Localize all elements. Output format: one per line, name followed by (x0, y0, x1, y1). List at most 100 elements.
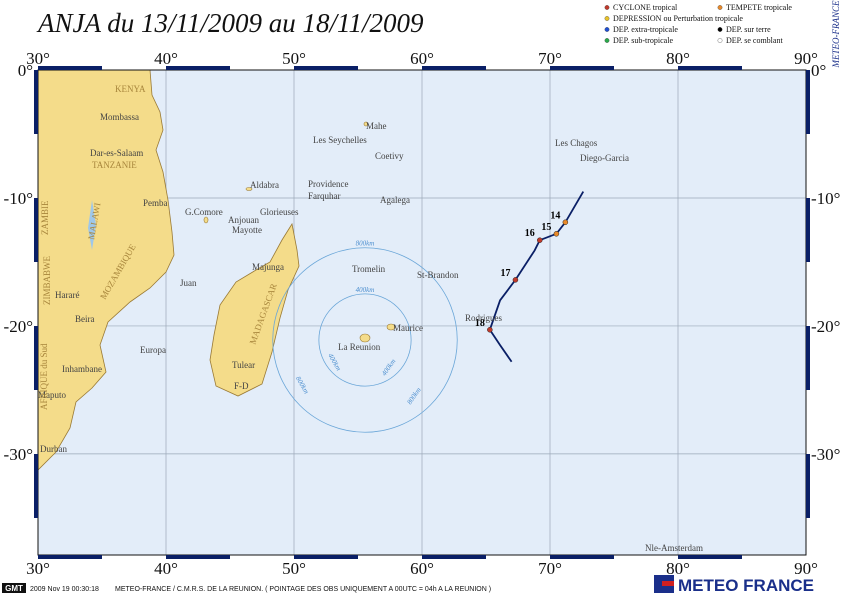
place-label: Beira (75, 314, 95, 324)
place-label: Aldabra (250, 180, 279, 190)
credit: METEO-FRANCE / C.M.R.S. DE LA REUNION. (… (115, 586, 491, 593)
place-label: AFRIQUE du Sud (39, 343, 49, 410)
ring-label: 400km (356, 286, 375, 294)
x-tick-label: 50° (282, 559, 306, 578)
y-tick-label: 0° (811, 61, 826, 80)
title: ANJA du 13/11/2009 au 18/11/2009 (36, 8, 424, 38)
place-label: TANZANIE (92, 160, 137, 170)
y-tick-label: -30° (811, 445, 840, 464)
island (245, 187, 253, 191)
legend-swatch (604, 38, 610, 43)
range-ring (318, 293, 412, 387)
place-label: Mayotte (232, 225, 262, 235)
y-tick-label: -20° (811, 317, 840, 336)
place-label: Anjouan (228, 215, 259, 225)
legend-label: DEPRESSION ou Perturbation tropicale (613, 14, 743, 23)
place-label: St-Brandon (417, 270, 459, 280)
fix-label: 18 (475, 318, 485, 329)
timestamp: 2009 Nov 19 00:30:18 (30, 586, 99, 593)
x-tick-label: 60° (410, 559, 434, 578)
x-tick-label: 30° (26, 559, 50, 578)
side-label: METEO-FRANCE (831, 0, 841, 68)
y-tick-label: -30° (4, 445, 33, 464)
legend-label: DEP. se comblant (726, 36, 783, 45)
place-label: Dar-es-Salaam (90, 148, 143, 158)
frame-border (34, 66, 810, 559)
place-label: ZAMBIE (40, 200, 50, 235)
place-label: Farquhar (308, 191, 341, 201)
place-label: F-D (234, 381, 249, 391)
place-label: Diego-Garcia (580, 153, 629, 163)
fix-point (537, 237, 543, 243)
africa (37, 69, 175, 471)
x-tick-label: 90° (794, 559, 818, 578)
place-label: Rodrigues (465, 313, 502, 323)
logo: METEO FRANCE (678, 576, 814, 595)
place-label: Mahe (366, 121, 387, 131)
gmt: GMT (5, 584, 23, 593)
place-label: Maurice (393, 323, 423, 333)
place-label: La Reunion (338, 342, 381, 352)
x-tick-label: 50° (282, 49, 306, 68)
legend-swatch (717, 38, 723, 43)
track (488, 191, 585, 363)
ring-label: 800km (356, 240, 375, 248)
place-label: Juan (180, 278, 197, 288)
place-label: Majunga (252, 262, 284, 272)
fix-label: 17 (500, 268, 510, 279)
x-tick-label: 40° (154, 559, 178, 578)
legend-swatch (604, 5, 610, 10)
fix-point (487, 327, 493, 333)
fix-point (553, 231, 560, 237)
fix-label: 14 (550, 210, 560, 221)
island (386, 323, 396, 331)
x-tick-label: 70° (538, 559, 562, 578)
x-tick-label: 70° (538, 49, 562, 68)
place-label: Europa (140, 345, 166, 355)
fix-point (562, 219, 569, 226)
place-label: Coetivy (375, 151, 404, 161)
place-label: Nle-Amsterdam (645, 543, 703, 553)
y-tick-label: -10° (811, 189, 840, 208)
legend-swatch (717, 27, 723, 32)
x-tick-label: 60° (410, 49, 434, 68)
legend-swatch (604, 16, 610, 21)
fix-label: 16 (525, 228, 535, 239)
place-label: ZIMBABWE (42, 256, 52, 305)
place-label: Les Seychelles (313, 135, 367, 145)
x-tick-label: 80° (666, 49, 690, 68)
legend-label: DEP. extra-tropicale (613, 25, 678, 34)
place-label: Mombassa (100, 112, 139, 122)
gmt-box (2, 583, 26, 593)
legend-swatch (717, 5, 723, 10)
lake (88, 200, 96, 250)
place-label: G.Comore (185, 207, 223, 217)
legend-swatch (604, 27, 610, 32)
y-tick-label: -20° (4, 317, 33, 336)
place-label: Glorieuses (260, 207, 299, 217)
madagascar (209, 222, 300, 397)
fix-label: 15 (541, 222, 551, 233)
place-label: Agalega (380, 195, 410, 205)
legend-label: TEMPETE tropicale (726, 3, 792, 12)
y-tick-label: 0° (18, 61, 33, 80)
place-label: Providence (308, 179, 349, 189)
legend-label: CYCLONE tropical (613, 3, 678, 12)
place-label: Tromelin (352, 264, 386, 274)
range-ring (272, 247, 458, 433)
x-tick-label: 40° (154, 49, 178, 68)
island (359, 333, 371, 343)
y-tick-label: -10° (4, 189, 33, 208)
legend-label: DEP. sub-tropicale (613, 36, 673, 45)
place-label: Pemba (143, 198, 168, 208)
place-label: Durban (40, 444, 67, 454)
x-tick-label: 90° (794, 49, 818, 68)
x-tick-label: 80° (666, 559, 690, 578)
place-label: Tulear (232, 360, 255, 370)
island (363, 121, 369, 127)
islands (203, 121, 396, 343)
island (203, 216, 209, 224)
fix-point (512, 277, 519, 283)
place-label: KENYA (115, 84, 146, 94)
